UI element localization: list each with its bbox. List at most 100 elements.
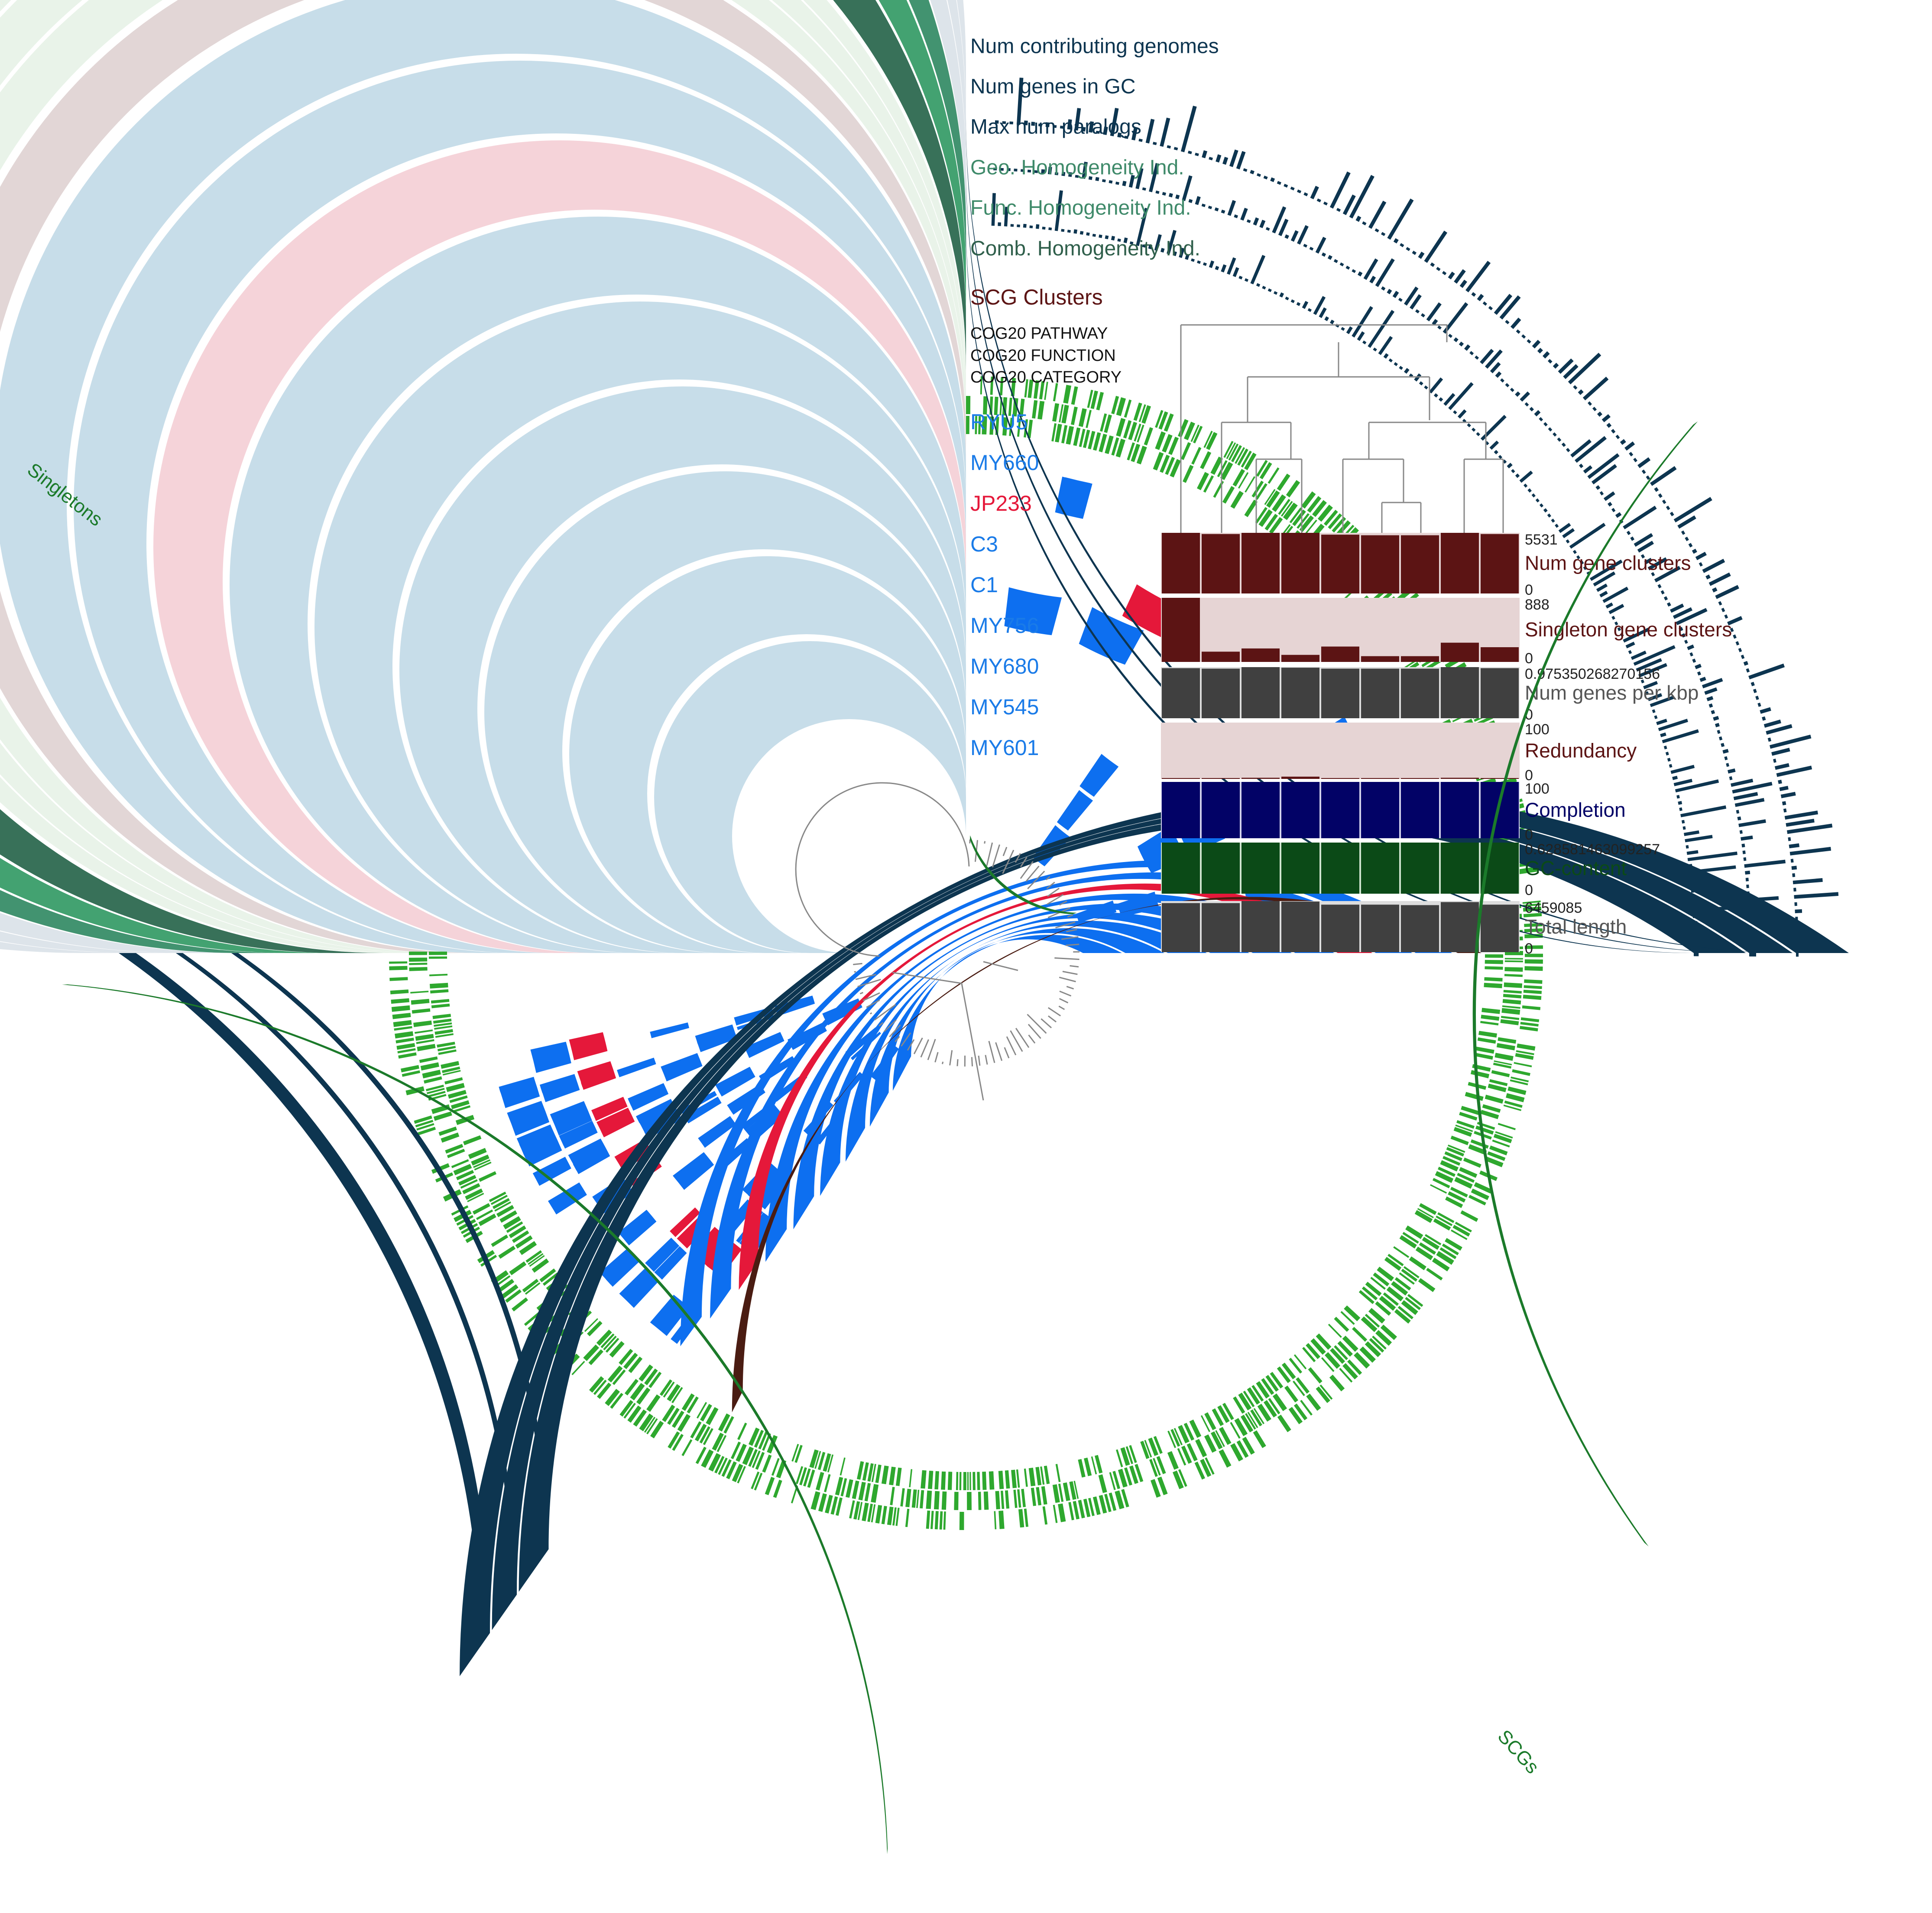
cog-annotation-tick bbox=[438, 1049, 457, 1055]
ring-spike bbox=[1678, 801, 1682, 805]
cog-annotation-tick bbox=[1024, 1508, 1028, 1527]
cog-annotation-tick bbox=[1259, 462, 1272, 480]
cog-annotation-tick bbox=[1264, 514, 1278, 531]
cog-annotation-tick bbox=[1312, 500, 1327, 517]
ring-spike bbox=[1695, 551, 1707, 561]
cog-annotation-tick bbox=[1484, 977, 1503, 982]
ring-spike bbox=[1173, 147, 1178, 151]
bar bbox=[1321, 668, 1359, 718]
ring-spike bbox=[1381, 286, 1386, 291]
ring-spike bbox=[1453, 337, 1459, 342]
ring-spike bbox=[1327, 255, 1332, 260]
cog-annotation-tick bbox=[1255, 507, 1267, 524]
ring-spike bbox=[1333, 259, 1338, 263]
genome-singleton-block bbox=[1004, 587, 1062, 636]
ring-spike bbox=[1180, 106, 1197, 152]
ring-spike bbox=[1608, 604, 1624, 614]
cog-annotation-tick bbox=[1244, 499, 1258, 517]
bar bbox=[1481, 778, 1519, 779]
cog-annotation-tick bbox=[1495, 1131, 1513, 1139]
ring-spike bbox=[1048, 166, 1052, 175]
cog-annotation-tick bbox=[1292, 509, 1306, 526]
cog-annotation-tick bbox=[1005, 1490, 1010, 1509]
bar bbox=[1242, 533, 1280, 593]
cog-annotation-tick bbox=[754, 1430, 764, 1448]
ring-spike bbox=[1250, 255, 1266, 285]
cog-annotation-tick bbox=[1028, 1468, 1036, 1486]
cog-annotation-tick bbox=[1278, 499, 1290, 515]
cog-annotation-tick bbox=[1480, 1021, 1499, 1026]
cog-annotation-tick bbox=[852, 1480, 859, 1499]
cog-annotation-tick bbox=[468, 1148, 487, 1159]
cog-annotation-tick bbox=[1206, 432, 1218, 450]
ring-spike bbox=[1521, 334, 1526, 339]
bar bbox=[1361, 778, 1399, 779]
bar bbox=[1281, 776, 1319, 779]
cog-annotation-tick bbox=[1086, 410, 1092, 428]
cog-annotation-tick bbox=[1407, 1294, 1423, 1307]
ring-spike bbox=[1704, 687, 1718, 695]
ring-spike bbox=[1399, 366, 1403, 370]
ring-spike bbox=[1240, 208, 1248, 221]
ring-spike bbox=[1640, 679, 1644, 684]
cog-annotation-tick bbox=[1523, 903, 1541, 907]
ring-spike bbox=[1722, 749, 1729, 754]
cog-annotation-tick bbox=[433, 1111, 452, 1121]
cog-annotation-tick bbox=[1520, 1026, 1538, 1031]
ring-spike bbox=[1490, 362, 1501, 373]
ring-spike bbox=[1363, 258, 1378, 280]
cog-annotation-tick bbox=[474, 1161, 492, 1170]
cog-annotation-tick bbox=[442, 1070, 461, 1076]
ring-spike bbox=[1685, 835, 1713, 843]
ring-spike bbox=[1529, 407, 1534, 412]
ring-spike bbox=[1568, 353, 1601, 385]
ring-spike bbox=[1154, 234, 1162, 251]
ring-spike bbox=[1730, 628, 1734, 632]
ring-spike bbox=[1188, 199, 1193, 203]
cog-annotation-tick bbox=[1502, 1005, 1520, 1009]
cog-annotation-tick bbox=[1481, 1015, 1500, 1021]
genome-presence-block bbox=[719, 1072, 755, 1097]
genome-ring-bg bbox=[484, 471, 966, 953]
bar bbox=[1162, 778, 1200, 779]
cog-annotation-tick bbox=[1183, 465, 1194, 483]
genome-singleton-block bbox=[1079, 754, 1119, 797]
ring-spike bbox=[1111, 236, 1115, 241]
cog-annotation-tick bbox=[1452, 1225, 1470, 1237]
ring-core-fill bbox=[519, 812, 1746, 1592]
ring-spike bbox=[1738, 648, 1742, 652]
cog-annotation-tick bbox=[1316, 1386, 1330, 1403]
ring-spike bbox=[1368, 310, 1395, 348]
ring-spike bbox=[1081, 126, 1086, 132]
cog-annotation-tick bbox=[409, 963, 428, 965]
ring-spike bbox=[1511, 469, 1515, 473]
ring-spike bbox=[1329, 171, 1351, 209]
cog-annotation-tick bbox=[1120, 1447, 1130, 1466]
cog-annotation-tick bbox=[1052, 1484, 1060, 1503]
cog-annotation-tick bbox=[644, 1368, 658, 1385]
ring-spike bbox=[1749, 939, 1752, 943]
cog-annotation-tick bbox=[619, 1400, 633, 1417]
cog-annotation-tick bbox=[609, 1341, 625, 1358]
bar-layer-max: 888 bbox=[1525, 597, 1549, 613]
cog-annotation-tick bbox=[1492, 1139, 1510, 1148]
bar-layer-min: 0 bbox=[1525, 827, 1533, 843]
cog-annotation-tick bbox=[889, 1466, 896, 1485]
ring-spike bbox=[1400, 243, 1404, 247]
ring-spike bbox=[1633, 645, 1676, 666]
cog-annotation-tick bbox=[447, 1090, 467, 1099]
cog-annotation-tick bbox=[700, 1404, 712, 1422]
ring-spike bbox=[1681, 530, 1686, 535]
ring-spike bbox=[1042, 227, 1046, 230]
cog-annotation-tick bbox=[1212, 1408, 1224, 1426]
ring-spike bbox=[1669, 764, 1673, 768]
cluster-tree-trunk bbox=[892, 961, 1018, 1101]
cog-annotation-tick bbox=[1394, 1277, 1411, 1290]
ring-spike bbox=[1625, 642, 1635, 648]
cog-annotation-tick bbox=[1361, 1286, 1378, 1300]
ring-spike bbox=[1620, 439, 1626, 445]
cog-annotation-tick bbox=[972, 1472, 976, 1490]
cog-annotation-tick bbox=[712, 1433, 724, 1451]
cog-annotation-tick bbox=[1203, 475, 1214, 493]
ring-spike bbox=[1796, 946, 1804, 950]
